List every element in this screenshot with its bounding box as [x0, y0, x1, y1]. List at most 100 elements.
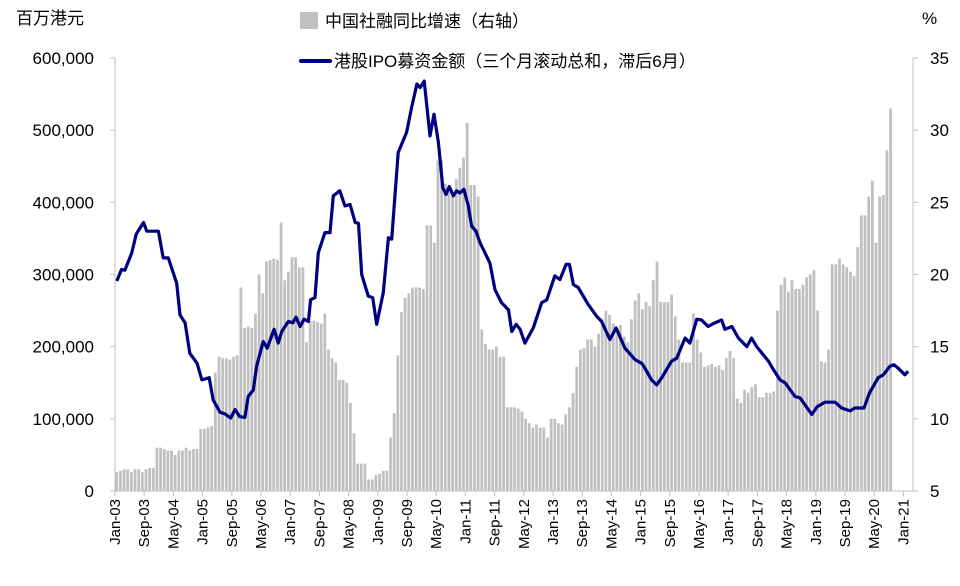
bar [239, 287, 243, 491]
bar [443, 183, 447, 491]
bar [155, 447, 159, 491]
bar [746, 392, 750, 491]
bar [699, 352, 703, 491]
bar [162, 449, 166, 491]
bar [724, 358, 728, 491]
bar [681, 362, 684, 491]
bar [403, 297, 407, 491]
x-tick-label: Sep-15 [662, 499, 679, 547]
bar [874, 242, 878, 491]
bar [706, 365, 710, 491]
bar [272, 258, 276, 491]
bar [721, 369, 725, 491]
bar [312, 320, 316, 491]
bar [732, 358, 735, 491]
bar [115, 472, 119, 491]
x-tick-label: Sep-19 [837, 499, 854, 547]
bar [334, 362, 338, 491]
bar [192, 449, 195, 491]
x-tick-label: Jan-19 [808, 499, 825, 545]
bar [604, 310, 608, 491]
bar [363, 463, 367, 491]
bar [535, 424, 538, 491]
bar [772, 391, 776, 491]
x-tick-label: Sep-09 [399, 499, 416, 547]
bar [739, 402, 743, 491]
bar [297, 267, 301, 491]
x-tick-label: Sep-11 [487, 499, 504, 546]
bar [454, 179, 458, 492]
bar [659, 301, 662, 491]
bar [235, 355, 239, 491]
left-axis-title: 百万港元 [16, 9, 84, 28]
bar [692, 313, 695, 491]
bar [852, 275, 856, 491]
x-tick-label: Sep-05 [224, 499, 241, 547]
bar [608, 314, 611, 491]
bar [816, 310, 819, 491]
bar [254, 313, 257, 491]
bar [684, 362, 688, 491]
bar [316, 322, 319, 491]
bar [465, 122, 469, 491]
bar [885, 150, 889, 491]
bar [805, 277, 808, 491]
bar [279, 222, 283, 492]
bar [870, 180, 874, 491]
bar [776, 310, 779, 491]
bar [626, 342, 630, 491]
right-tick-label: 25 [930, 193, 949, 212]
left-tick-label: 400,000 [33, 193, 94, 212]
bar [513, 407, 516, 491]
bar [352, 433, 356, 491]
bar [703, 366, 706, 491]
bar [407, 293, 411, 491]
bar [765, 392, 768, 491]
x-tick-label: Jan-09 [370, 499, 387, 545]
bar [195, 449, 199, 491]
bar [148, 467, 151, 491]
left-tick-label: 100,000 [33, 410, 94, 429]
bar [188, 450, 192, 491]
bar [611, 323, 615, 491]
bar [232, 356, 235, 491]
x-tick-label: Jan-11 [457, 499, 474, 544]
bar [757, 397, 761, 491]
bar [480, 329, 484, 491]
bar [823, 362, 827, 491]
bar [881, 195, 885, 491]
bar [276, 260, 279, 491]
bar [575, 366, 579, 491]
bar [181, 450, 184, 491]
bar [867, 196, 871, 491]
bar [323, 313, 327, 491]
bar [787, 291, 790, 491]
bar [812, 270, 816, 491]
bar [841, 264, 845, 491]
bar [750, 387, 754, 491]
bar [378, 473, 381, 491]
bar [860, 215, 863, 491]
bar [294, 257, 297, 491]
bar [728, 351, 732, 491]
bar [173, 454, 177, 491]
left-tick-label: 0 [85, 482, 94, 501]
x-tick-label: May-14 [603, 499, 620, 549]
bar [338, 379, 341, 491]
bar [641, 309, 644, 491]
bar [571, 392, 575, 491]
bar [283, 280, 287, 491]
bar [622, 336, 626, 491]
bar [498, 356, 502, 491]
bar [286, 271, 290, 491]
x-tick-label: May-08 [341, 499, 358, 549]
bar [429, 225, 433, 491]
bar [863, 215, 867, 491]
bar [411, 287, 414, 491]
bar [349, 402, 352, 491]
left-tick-label: 600,000 [33, 49, 94, 68]
bar [305, 342, 308, 491]
bar [447, 189, 451, 491]
bar-series [115, 108, 892, 492]
